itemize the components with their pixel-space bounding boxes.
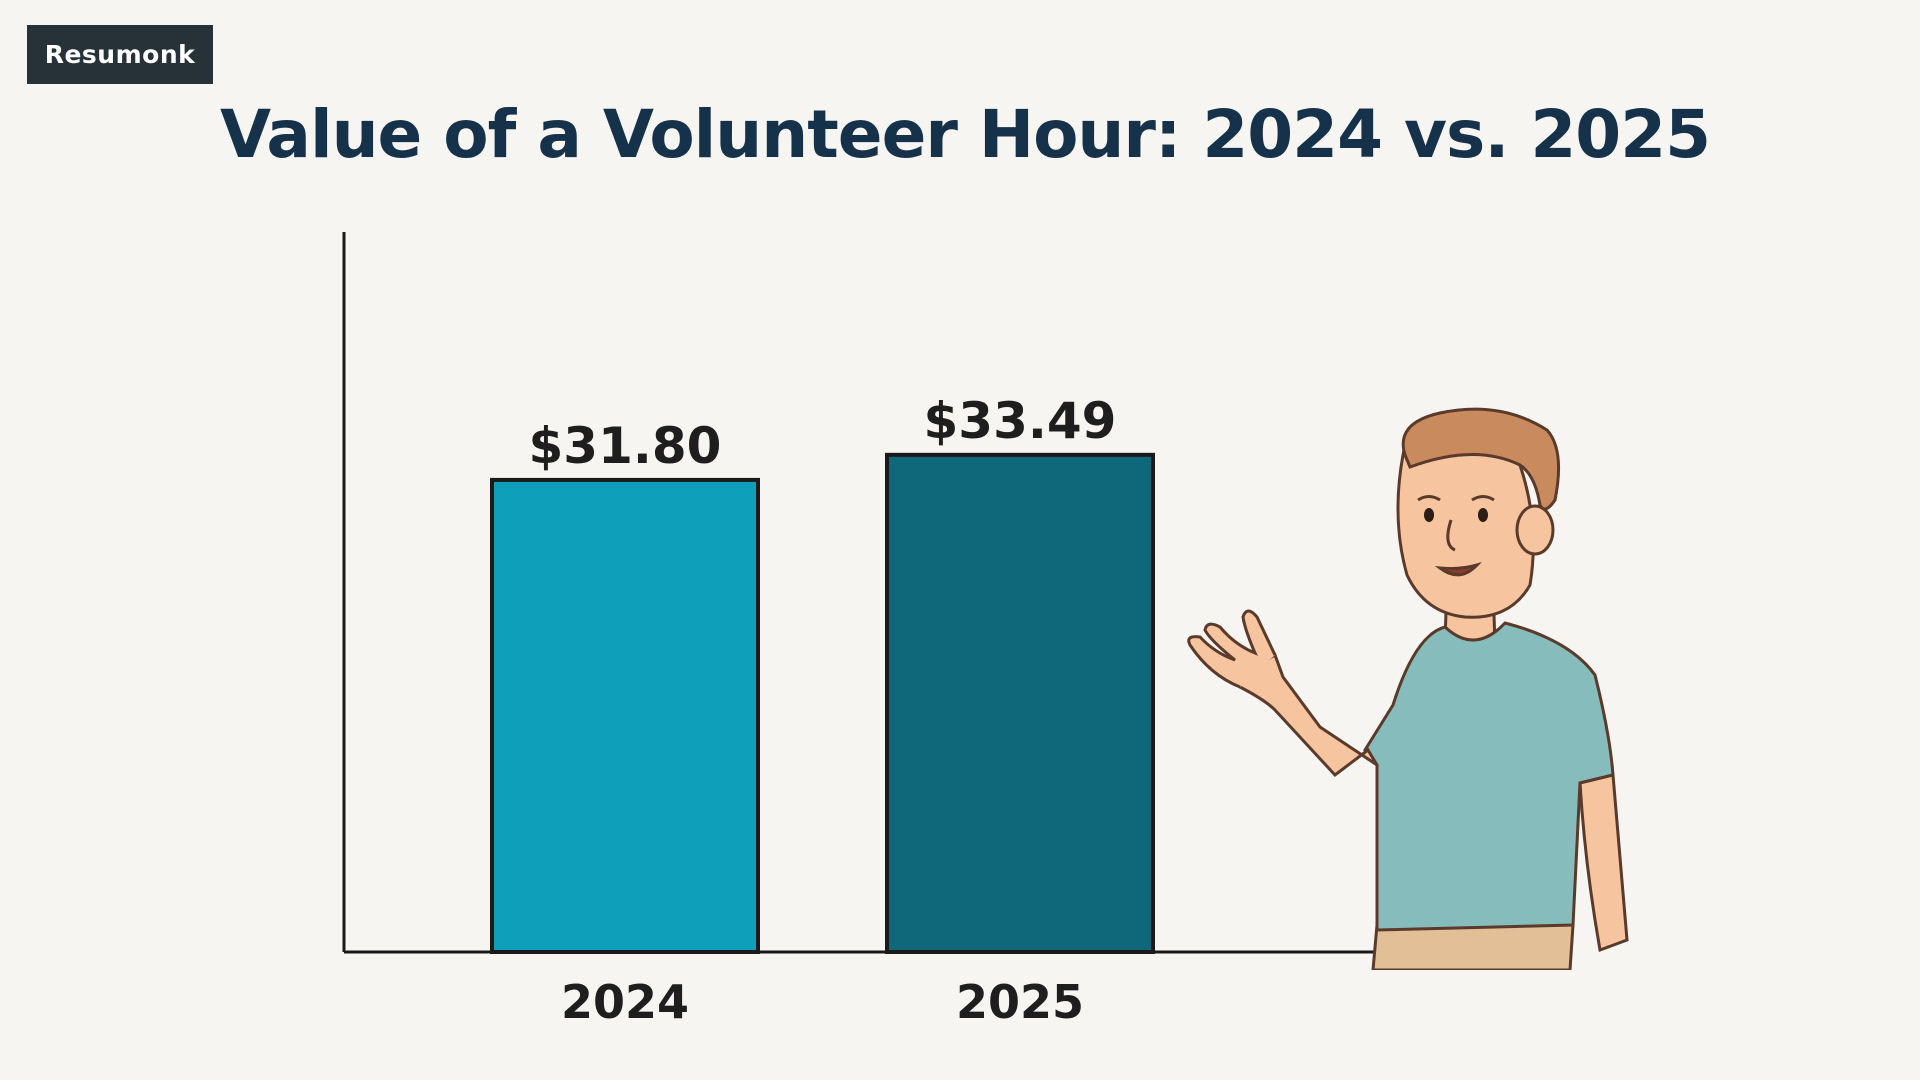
- data-label-2025: $33.49: [924, 392, 1117, 450]
- x-tick-label-2025: 2025: [956, 975, 1084, 1029]
- bars-layer: [490, 452, 1155, 954]
- x-tick-label-2024: 2024: [561, 975, 689, 1029]
- bar-2024: [490, 477, 760, 954]
- presenter-person-icon: [1187, 407, 1629, 970]
- data-label-2024: $31.80: [529, 417, 722, 475]
- bar-2025: [885, 452, 1155, 954]
- chart-title: Value of a Volunteer Hour: 2024 vs. 2025: [219, 96, 1711, 173]
- labels-layer: $31.80 2024 $33.49 2025: [529, 392, 1117, 1029]
- brand-logo: Resumonk: [27, 25, 213, 84]
